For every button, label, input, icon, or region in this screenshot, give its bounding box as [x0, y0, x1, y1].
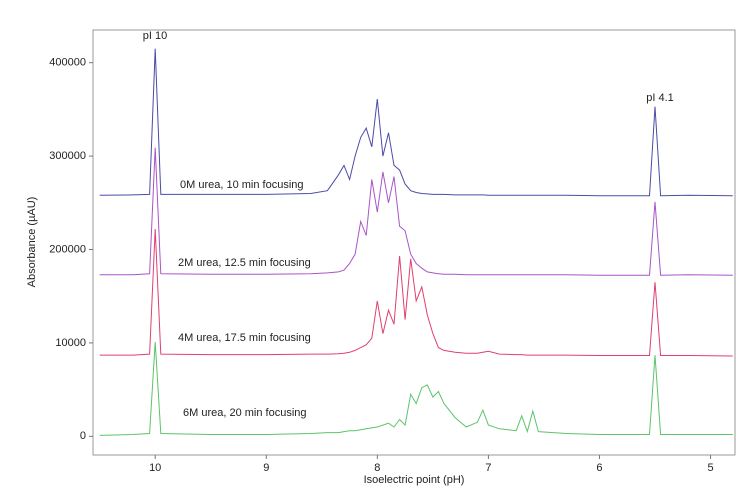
series-line [99, 228, 733, 357]
series-line [99, 341, 733, 436]
series-label: 4M urea, 17.5 min focusing [178, 332, 311, 344]
x-tick-label: 10 [149, 462, 161, 474]
series-label: 0M urea, 10 min focusing [180, 179, 304, 191]
series-label: 6M urea, 20 min focusing [183, 407, 307, 419]
series-line [99, 48, 733, 197]
annotation: pI 10 [143, 30, 167, 42]
x-tick-label: 8 [374, 462, 380, 474]
x-tick-label: 9 [263, 462, 269, 474]
x-tick-label: 5 [708, 462, 714, 474]
plot-frame [92, 29, 736, 456]
x-tick-label: 6 [596, 462, 602, 474]
y-tick-label: 0 [80, 430, 86, 442]
y-axis-label: Absorbance (µAU) [26, 197, 38, 288]
annotation: pI 4.1 [646, 92, 674, 104]
x-axis-label: Isoelectric point (pH) [364, 474, 465, 486]
y-tick-label: 400000 [49, 57, 86, 69]
series-label: 2M urea, 12.5 min focusing [178, 257, 311, 269]
y-tick-label: 10000 [55, 337, 86, 349]
y-tick-label: 200000 [49, 243, 86, 255]
series-line [99, 147, 733, 276]
x-tick-label: 7 [485, 462, 491, 474]
y-tick-label: 300000 [49, 150, 86, 162]
